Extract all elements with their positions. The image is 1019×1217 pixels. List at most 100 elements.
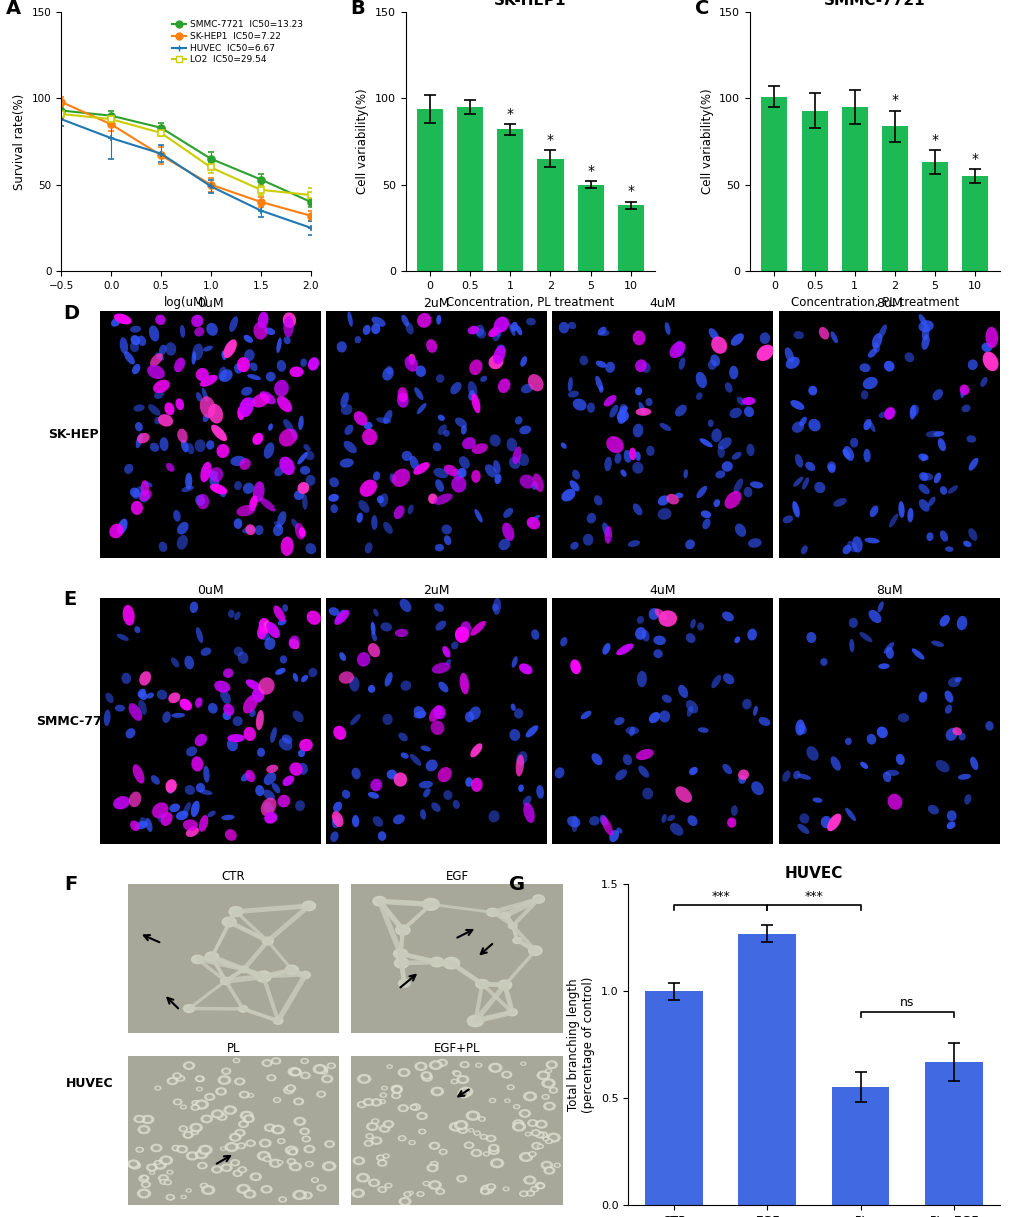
Circle shape: [289, 1067, 302, 1077]
Ellipse shape: [686, 700, 697, 713]
Circle shape: [390, 1084, 403, 1093]
Ellipse shape: [859, 632, 871, 643]
Ellipse shape: [727, 818, 736, 828]
Circle shape: [506, 1009, 517, 1016]
Ellipse shape: [508, 729, 520, 741]
Ellipse shape: [925, 431, 940, 437]
Circle shape: [291, 1070, 299, 1075]
Circle shape: [286, 1159, 297, 1165]
Ellipse shape: [752, 706, 757, 716]
Circle shape: [468, 1128, 474, 1133]
Ellipse shape: [115, 705, 125, 712]
Ellipse shape: [807, 386, 816, 396]
Circle shape: [219, 1115, 225, 1120]
Ellipse shape: [281, 734, 292, 744]
Circle shape: [312, 1064, 327, 1075]
Circle shape: [252, 1174, 259, 1179]
Ellipse shape: [140, 489, 152, 501]
Ellipse shape: [299, 739, 313, 751]
Circle shape: [278, 1139, 283, 1143]
Circle shape: [290, 1069, 298, 1075]
Ellipse shape: [437, 425, 446, 434]
Ellipse shape: [399, 599, 411, 612]
Circle shape: [163, 1179, 172, 1185]
Ellipse shape: [249, 495, 257, 511]
Circle shape: [548, 1062, 554, 1067]
Circle shape: [422, 1180, 430, 1187]
Circle shape: [232, 1161, 237, 1165]
Circle shape: [422, 898, 439, 910]
Ellipse shape: [450, 476, 466, 493]
Circle shape: [539, 1072, 546, 1078]
Ellipse shape: [520, 357, 527, 366]
Circle shape: [303, 1145, 315, 1154]
Circle shape: [274, 1099, 279, 1101]
Ellipse shape: [721, 461, 732, 472]
Circle shape: [429, 1166, 435, 1171]
Ellipse shape: [536, 785, 543, 798]
Ellipse shape: [813, 482, 824, 493]
Circle shape: [200, 1183, 209, 1189]
Ellipse shape: [244, 349, 255, 361]
Circle shape: [381, 1086, 387, 1090]
Circle shape: [379, 1161, 385, 1165]
Circle shape: [360, 1076, 368, 1082]
Circle shape: [393, 1094, 398, 1098]
Ellipse shape: [806, 632, 815, 643]
Ellipse shape: [883, 408, 895, 420]
Circle shape: [382, 1154, 389, 1159]
Circle shape: [248, 1142, 254, 1145]
Ellipse shape: [397, 387, 408, 402]
Ellipse shape: [278, 738, 292, 751]
Ellipse shape: [938, 531, 947, 542]
Ellipse shape: [247, 397, 256, 406]
Ellipse shape: [609, 405, 618, 417]
Ellipse shape: [876, 727, 887, 739]
Ellipse shape: [474, 509, 482, 522]
Ellipse shape: [258, 312, 268, 329]
Ellipse shape: [829, 756, 840, 770]
Ellipse shape: [308, 668, 317, 677]
Circle shape: [543, 1166, 555, 1174]
Circle shape: [172, 1072, 182, 1079]
Circle shape: [216, 1114, 227, 1121]
Circle shape: [489, 1159, 503, 1168]
Ellipse shape: [956, 616, 966, 630]
Circle shape: [299, 1127, 310, 1135]
Text: E: E: [63, 590, 76, 610]
Circle shape: [505, 1099, 508, 1103]
Circle shape: [424, 1182, 428, 1185]
Bar: [577, 185, 603, 271]
Ellipse shape: [417, 403, 426, 414]
Circle shape: [379, 1188, 384, 1191]
Circle shape: [184, 1133, 191, 1137]
Ellipse shape: [357, 512, 363, 523]
Ellipse shape: [641, 363, 650, 372]
Ellipse shape: [233, 646, 243, 656]
Circle shape: [543, 1162, 549, 1167]
Ellipse shape: [200, 397, 215, 417]
Ellipse shape: [488, 354, 503, 369]
Ellipse shape: [818, 327, 828, 340]
Circle shape: [518, 1109, 531, 1118]
Ellipse shape: [945, 546, 953, 551]
Circle shape: [490, 1149, 496, 1152]
Circle shape: [457, 1126, 468, 1134]
Ellipse shape: [174, 358, 184, 372]
Ellipse shape: [195, 495, 205, 506]
Ellipse shape: [384, 672, 392, 686]
Ellipse shape: [385, 366, 392, 375]
Circle shape: [477, 1116, 485, 1122]
Ellipse shape: [528, 374, 543, 392]
Circle shape: [531, 1142, 542, 1150]
Ellipse shape: [498, 539, 510, 550]
Ellipse shape: [236, 357, 250, 372]
Ellipse shape: [223, 703, 234, 716]
Title: 4uM: 4uM: [649, 297, 676, 310]
Ellipse shape: [932, 431, 944, 437]
Ellipse shape: [371, 324, 380, 335]
Ellipse shape: [360, 479, 377, 497]
Ellipse shape: [308, 358, 319, 370]
Circle shape: [179, 1104, 186, 1110]
Circle shape: [195, 1076, 205, 1082]
